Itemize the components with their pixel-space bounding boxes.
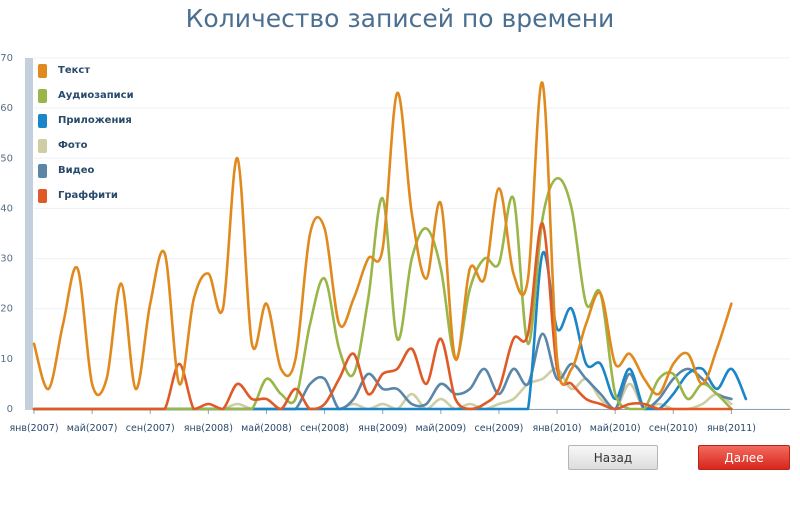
x-tick-label: янв(2010) <box>532 423 581 434</box>
next-button[interactable]: Далее <box>698 445 790 470</box>
y-tick-label: 50 <box>0 153 13 164</box>
back-button[interactable]: Назад <box>568 445 658 470</box>
x-tick-label: сен(2009) <box>475 423 524 434</box>
grid <box>34 57 790 410</box>
y-tick-label: 70 <box>0 53 13 64</box>
legend-swatch-graffiti <box>38 189 47 203</box>
x-tick-label: май(2007) <box>67 423 118 434</box>
x-tick-label: янв(2007) <box>9 423 58 434</box>
series-line-0 <box>32 81 733 397</box>
legend-label-apps: Приложения <box>58 115 132 126</box>
legend-swatch-video <box>38 164 47 178</box>
y-tick-label: 0 <box>7 404 13 415</box>
x-tick-label: янв(2011) <box>707 423 756 434</box>
legend-swatch-photo <box>38 139 47 153</box>
y-tick-label: 30 <box>0 254 13 265</box>
chart-title: Количество записей по времени <box>185 4 615 33</box>
y-tick-label: 10 <box>0 354 13 365</box>
series <box>32 81 748 411</box>
y-tick-label: 60 <box>0 103 13 114</box>
x-tick-label: сен(2010) <box>649 423 698 434</box>
x-tick-label: май(2008) <box>241 423 292 434</box>
series-line-5 <box>32 222 733 411</box>
x-tick-label: янв(2009) <box>358 423 407 434</box>
legend-label-text: Текст <box>58 65 91 76</box>
x-tick-label: сен(2007) <box>126 423 175 434</box>
legend-swatch-text <box>38 64 47 78</box>
x-tick-label: сен(2008) <box>300 423 349 434</box>
y-axis-bar <box>25 58 33 410</box>
x-tick-label: янв(2008) <box>184 423 233 434</box>
legend-label-graffiti: Граффити <box>58 190 118 201</box>
x-tick-label: май(2009) <box>415 423 466 434</box>
legend-label-photo: Фото <box>58 140 88 151</box>
legend-label-audio: Аудиозаписи <box>58 90 134 101</box>
y-tick-label: 20 <box>0 304 13 315</box>
legend-swatch-audio <box>38 89 47 103</box>
y-tick-labels: 0 10 20 30 40 50 60 70 <box>0 53 13 415</box>
legend-swatch-apps <box>38 114 47 128</box>
y-tick-label: 40 <box>0 203 13 214</box>
x-tick-label: май(2010) <box>590 423 641 434</box>
x-tick-labels: янв(2007) май(2007) сен(2007) янв(2008) май(… <box>9 409 756 434</box>
legend-label-video: Видео <box>58 165 95 176</box>
